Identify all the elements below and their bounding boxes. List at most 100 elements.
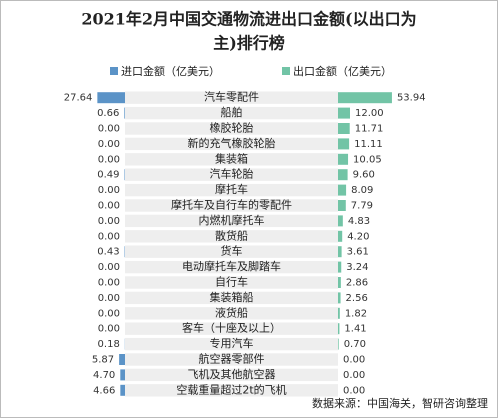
value-label: 53.94	[397, 93, 426, 104]
row-band	[125, 214, 338, 228]
category-label: 摩托车	[215, 182, 248, 196]
row-band	[125, 307, 338, 320]
source: 数据来源：中国海关，智研咨询整理	[312, 396, 488, 410]
bar	[338, 277, 341, 288]
value-label: 0.00	[343, 370, 365, 381]
row-band	[125, 122, 338, 135]
bar	[97, 92, 125, 104]
value-label: 4.20	[347, 231, 369, 242]
bar	[338, 153, 349, 165]
value-label: 0.00	[98, 231, 120, 242]
row-band	[125, 368, 338, 382]
category-label: 液货船	[215, 305, 248, 319]
value-label: 0.00	[343, 355, 365, 366]
row-band	[125, 245, 338, 258]
bar	[120, 384, 125, 396]
category-label: 电动摩托车及脚踏车	[182, 259, 281, 273]
value-label: 4.70	[93, 370, 115, 381]
row-band	[125, 106, 338, 120]
category-label: 集装箱	[215, 151, 248, 165]
value-label: 0.00	[98, 216, 120, 227]
category-label: 专用汽车	[210, 336, 254, 350]
legend-swatch	[282, 67, 290, 75]
chart-title: 2021年2月中国交通物流进出口金额(以出口为	[81, 10, 416, 29]
row-band	[125, 183, 338, 197]
value-label: 3.24	[346, 262, 368, 273]
row-band	[125, 260, 338, 274]
category-label: 散货船	[215, 228, 248, 242]
bar	[338, 338, 339, 350]
category-label: 空载重量超过2t的飞机	[176, 382, 286, 396]
row-band	[125, 322, 338, 335]
category-label: 航空器零部件	[199, 352, 265, 366]
row-band	[125, 153, 338, 166]
value-label: 9.60	[353, 170, 375, 181]
value-label: 11.71	[355, 124, 384, 135]
value-label: 0.49	[97, 170, 119, 181]
value-label: 0.00	[98, 139, 120, 150]
bar	[338, 292, 341, 304]
value-label: 0.43	[97, 247, 119, 258]
bar	[120, 369, 125, 381]
value-label: 3.61	[347, 247, 369, 258]
value-label: 27.64	[64, 93, 93, 104]
bar	[119, 354, 125, 365]
bar	[338, 92, 392, 104]
value-label: 8.09	[351, 185, 373, 196]
value-label: 0.00	[98, 124, 120, 135]
bar	[338, 246, 342, 258]
bar	[338, 261, 342, 273]
value-label: 12.00	[355, 108, 384, 119]
value-label: 0.00	[98, 154, 120, 165]
category-label: 自行车	[215, 275, 248, 289]
value-label: 5.87	[92, 355, 114, 366]
row-band	[125, 137, 338, 151]
category-label: 汽车零配件	[204, 90, 259, 104]
value-label: 0.00	[98, 201, 120, 212]
category-label: 货车	[221, 244, 243, 258]
category-label: 飞机及其他航空器	[188, 367, 276, 381]
bar	[338, 215, 343, 227]
bar	[338, 123, 350, 134]
row-band	[125, 291, 338, 305]
row-band	[125, 199, 338, 212]
bar	[338, 323, 340, 335]
category-label: 新的充气橡胶轮胎	[188, 136, 276, 150]
value-label: 2.86	[346, 278, 368, 289]
value-label: 0.70	[344, 339, 366, 350]
category-label: 船舶	[221, 105, 243, 119]
value-label: 0.00	[98, 262, 120, 273]
category-label: 汽车轮胎	[210, 167, 254, 181]
value-label: 4.83	[348, 216, 370, 227]
row-band	[125, 353, 338, 366]
bar	[338, 184, 347, 196]
value-label: 11.11	[354, 139, 383, 150]
row-band	[125, 168, 338, 181]
bar	[338, 230, 343, 242]
value-label: 2.56	[346, 293, 368, 304]
category-label: 集装箱船	[210, 290, 254, 304]
value-label: 0.00	[98, 308, 120, 319]
bar	[338, 200, 346, 211]
value-label: 0.00	[98, 278, 120, 289]
category-label: 客车（十座及以上）	[182, 321, 281, 335]
legend-label: 进口金额（亿美元）	[121, 64, 220, 78]
value-label: 0.00	[98, 324, 120, 335]
value-label: 0.00	[98, 185, 120, 196]
legend-swatch	[110, 67, 118, 75]
value-label: 7.79	[351, 201, 373, 212]
row-band	[125, 230, 338, 243]
value-label: 0.66	[97, 108, 119, 119]
bar	[338, 107, 350, 119]
chart-title: 主)排行榜	[213, 34, 285, 53]
value-label: 1.41	[344, 324, 366, 335]
bar	[338, 138, 350, 150]
category-label: 摩托车及自行车的零配件	[171, 198, 292, 212]
bar	[124, 107, 125, 119]
row-band	[125, 337, 338, 351]
value-label: 4.66	[93, 385, 115, 396]
bar	[338, 307, 340, 319]
legend-label: 出口金额（亿美元）	[293, 64, 392, 78]
value-label: 0.18	[98, 339, 120, 350]
